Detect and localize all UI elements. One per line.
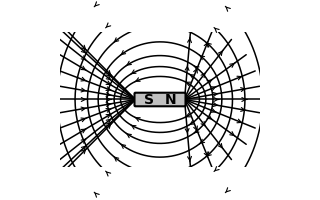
Text: N: N bbox=[165, 93, 177, 107]
FancyBboxPatch shape bbox=[134, 93, 186, 107]
Text: S: S bbox=[144, 93, 154, 107]
